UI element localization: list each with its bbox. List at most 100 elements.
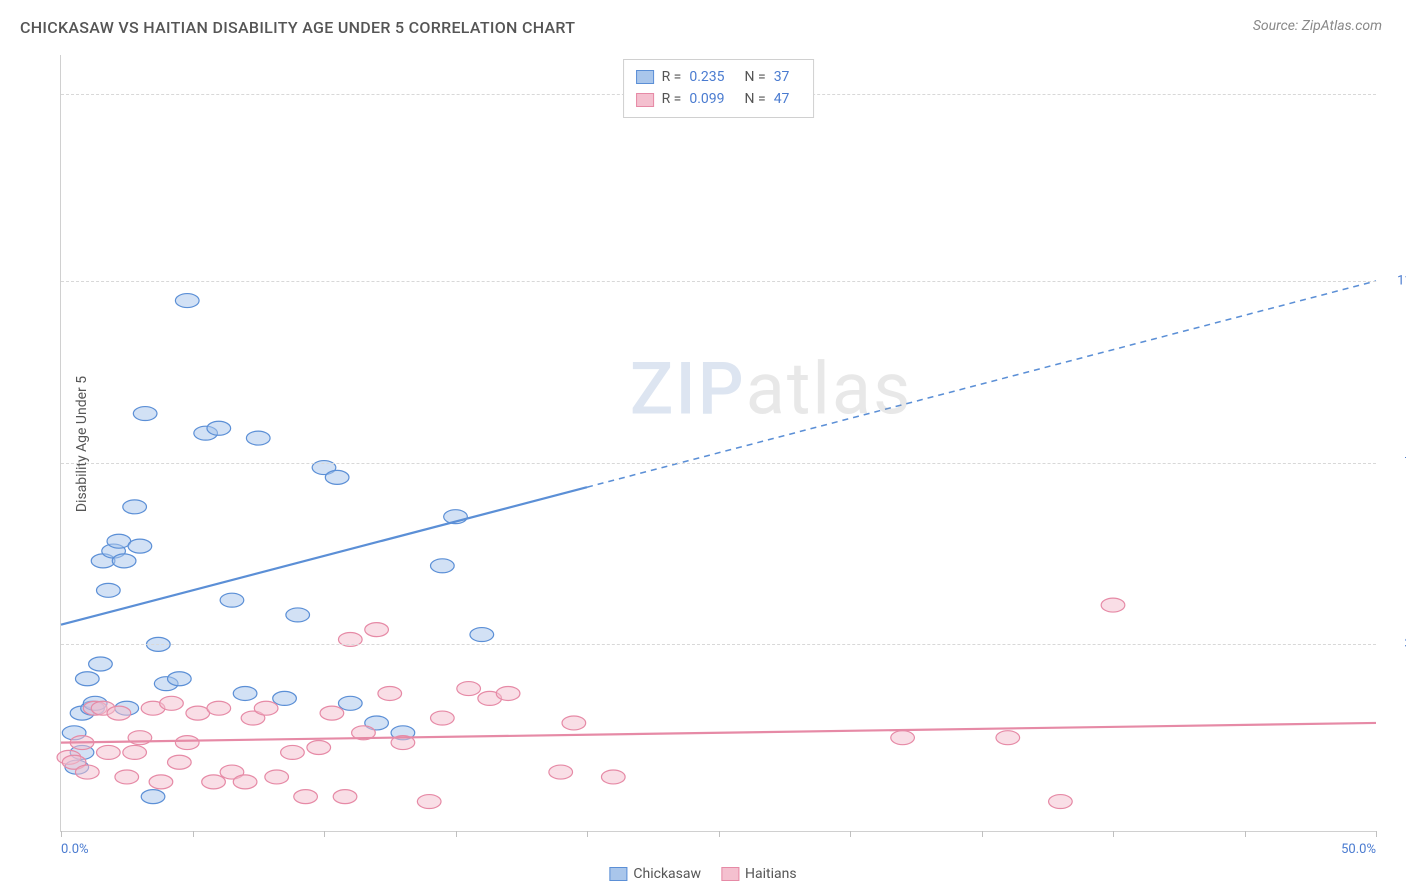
scatter-point [891, 731, 915, 745]
x-tick [1376, 831, 1377, 837]
legend-n-label: N = [745, 88, 766, 110]
scatter-point [254, 701, 278, 715]
y-tick-label: 3.8% [1382, 637, 1406, 652]
legend-n-value: 47 [774, 88, 790, 110]
legend-swatch [636, 70, 654, 84]
scatter-point [160, 696, 184, 710]
scatter-point [307, 741, 331, 755]
legend-swatch [721, 867, 739, 881]
scatter-point [107, 534, 131, 548]
chart-container: Disability Age Under 5 R =0.235N =37R =0… [50, 55, 1386, 832]
legend-label: Chickasaw [633, 866, 701, 882]
scatter-point [378, 686, 402, 700]
scatter-point [417, 795, 441, 809]
scatter-point [175, 736, 199, 750]
scatter-point [175, 294, 199, 308]
scatter-point [470, 628, 494, 642]
scatter-point [107, 706, 131, 720]
x-tick [982, 831, 983, 837]
scatter-point [233, 775, 257, 789]
scatter-point [273, 691, 297, 705]
scatter-point [168, 755, 192, 769]
legend-label: Haitians [745, 866, 797, 882]
scatter-point [220, 593, 244, 607]
scatter-point [265, 770, 289, 784]
chart-title: CHICKASAW VS HAITIAN DISABILITY AGE UNDE… [20, 18, 575, 37]
x-tick [324, 831, 325, 837]
scatter-point [89, 657, 113, 671]
scatter-point [75, 765, 99, 779]
scatter-point [186, 706, 210, 720]
gridline [61, 463, 1376, 464]
legend-row: R = 0.235 N = 37 [636, 66, 802, 88]
gridline [61, 644, 1376, 645]
x-tick [61, 831, 62, 837]
scatter-point [1049, 795, 1073, 809]
x-tick [719, 831, 720, 837]
x-tick [193, 831, 194, 837]
scatter-point [333, 790, 357, 804]
scatter-point [562, 716, 586, 730]
scatter-point [281, 745, 305, 759]
scatter-point [294, 790, 318, 804]
scatter-point [325, 470, 349, 484]
scatter-point [1101, 598, 1125, 612]
legend-r-value: 0.235 [689, 66, 724, 88]
y-tick-label: 7.5% [1382, 455, 1406, 470]
scatter-point [549, 765, 573, 779]
scatter-point [141, 790, 165, 804]
scatter-point [133, 407, 157, 421]
scatter-point [233, 686, 257, 700]
scatter-point [457, 682, 481, 696]
scatter-point [149, 775, 173, 789]
scatter-point [202, 775, 226, 789]
scatter-point [97, 583, 121, 597]
scatter-point [123, 745, 147, 759]
scatter-point [207, 701, 231, 715]
legend-row: R = 0.099 N = 47 [636, 88, 802, 110]
correlation-legend: R = 0.235 N = 37 R = 0.099 N = 47 [623, 59, 815, 118]
x-tick [1113, 831, 1114, 837]
x-tick-label: 50.0% [1341, 842, 1376, 857]
scatter-point [128, 539, 152, 553]
scatter-point [112, 554, 136, 568]
scatter-point [75, 672, 99, 686]
legend-r-label: R = [662, 88, 682, 110]
scatter-point [365, 623, 389, 637]
scatter-point [286, 608, 310, 622]
legend-n-label: N = [745, 66, 766, 88]
legend-r-value: 0.099 [689, 88, 724, 110]
scatter-point [97, 745, 121, 759]
y-tick-label: 11.2% [1382, 273, 1406, 288]
x-tick [587, 831, 588, 837]
legend-swatch [609, 867, 627, 881]
x-tick [456, 831, 457, 837]
legend-n-value: 37 [774, 66, 790, 88]
x-tick [850, 831, 851, 837]
scatter-point [115, 770, 139, 784]
x-tick-label: 0.0% [61, 842, 89, 857]
scatter-point [601, 770, 625, 784]
trend-line-extrapolated [587, 281, 1376, 487]
plot-area: R =0.235N =37R =0.099N =47 ZIPatlas 3.8%… [60, 55, 1376, 832]
gridline [61, 281, 1376, 282]
scatter-point [123, 500, 147, 514]
scatter-point [338, 696, 362, 710]
trend-line [61, 723, 1376, 743]
scatter-point [496, 686, 520, 700]
scatter-point [246, 431, 270, 445]
x-tick [1245, 831, 1246, 837]
scatter-point [431, 711, 455, 725]
scatter-point [168, 672, 192, 686]
legend-r-label: R = [662, 66, 682, 88]
scatter-point [431, 559, 455, 573]
scatter-point [320, 706, 344, 720]
legend-item: Chickasaw [609, 866, 701, 882]
legend-swatch [636, 93, 654, 107]
series-legend: Chickasaw Haitians [609, 866, 796, 882]
scatter-point [207, 421, 231, 435]
source-attribution: Source: ZipAtlas.com [1253, 18, 1382, 34]
scatter-point [996, 731, 1020, 745]
scatter-svg [61, 55, 1376, 831]
legend-item: Haitians [721, 866, 797, 882]
